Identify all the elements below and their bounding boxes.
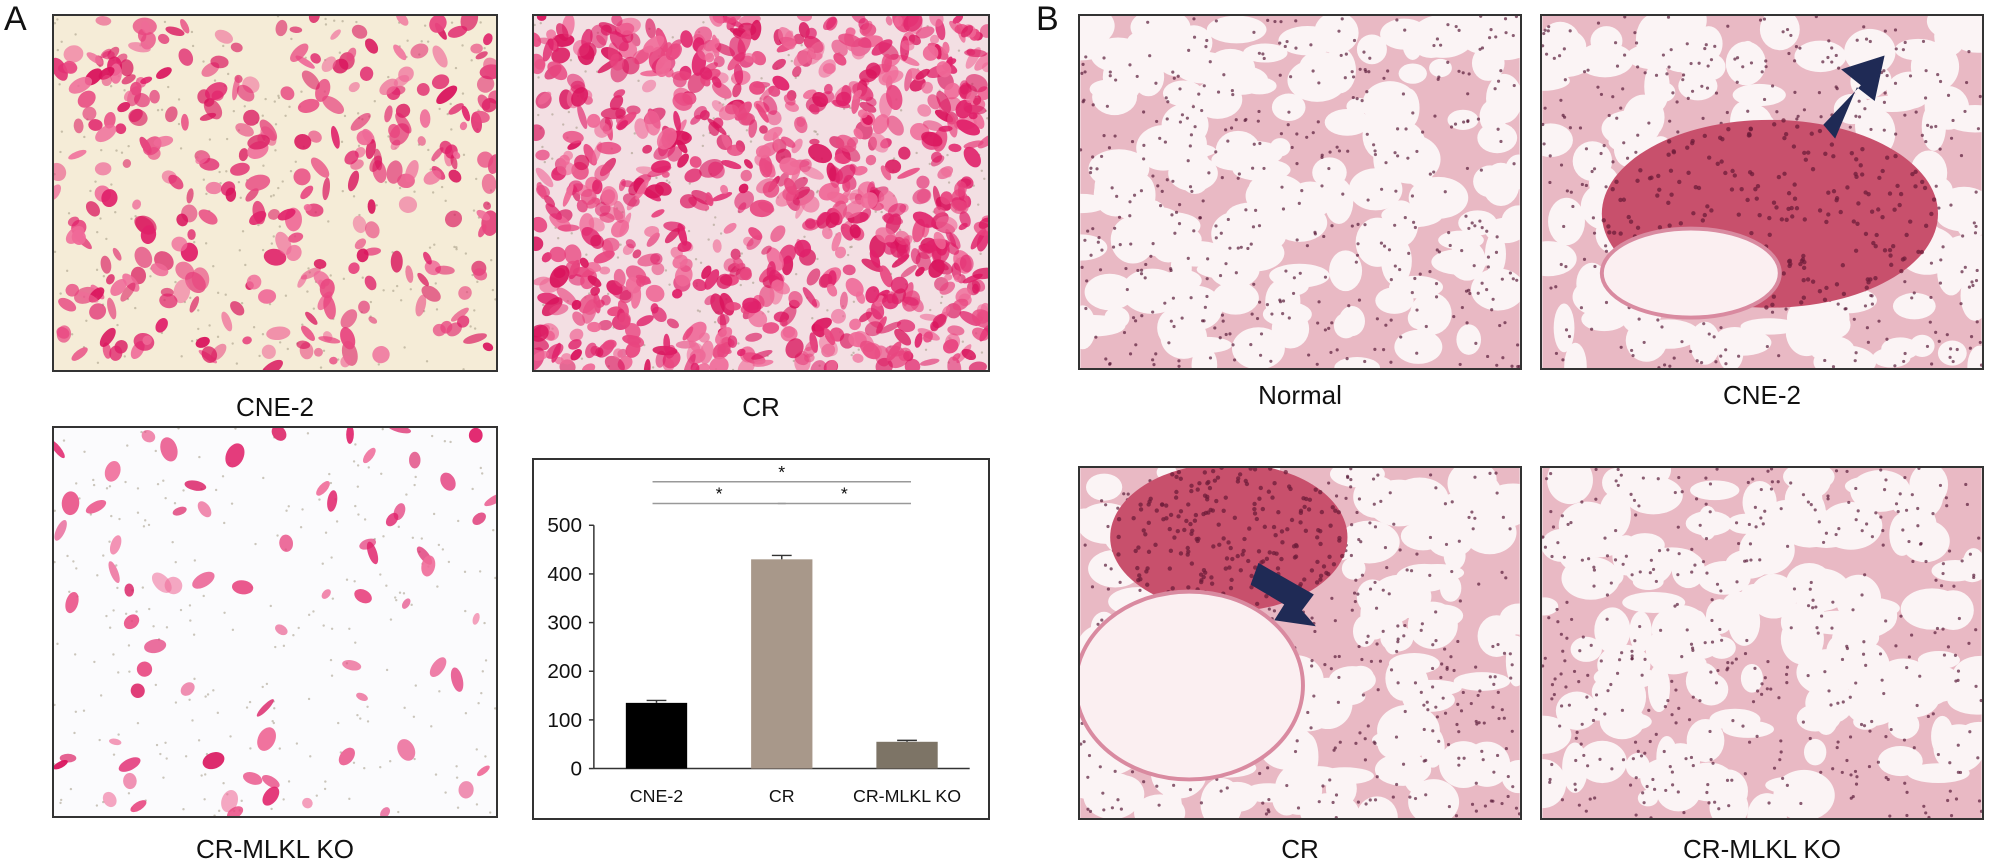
bar-chart: 0 100 200 300 400 500 CNE-2 CR CR-MLKL KO * * *: [547, 462, 970, 806]
y-tick-label: 300: [547, 612, 582, 635]
micrograph-cr-invasion: [532, 14, 990, 372]
micrograph-image: [54, 428, 496, 816]
bar: [751, 559, 813, 769]
caption-cne2: CNE-2: [235, 392, 314, 422]
y-tick-label: 100: [547, 709, 582, 732]
panel-b-letter: B: [1036, 0, 1059, 38]
panel-a-letter: A: [4, 0, 27, 38]
micrograph-image: [1542, 468, 1982, 818]
caption-cne2-lung: CNE-2: [1722, 380, 1801, 410]
y-tick-label: 200: [547, 660, 582, 683]
tumor-nodule: [1599, 118, 1938, 320]
alveolar-tissue: [1080, 16, 1520, 368]
significance-star: *: [716, 484, 723, 504]
stained-cells: [534, 16, 988, 370]
micrograph-image: [1080, 16, 1520, 368]
y-tick-label: 500: [547, 514, 582, 537]
bar: [625, 702, 688, 769]
caption-cr-lung: CR: [1281, 834, 1319, 864]
arrow-icon: [1823, 55, 1885, 139]
x-tick-label: CR: [769, 786, 795, 806]
micrograph-image: [534, 16, 988, 370]
micrograph-lung-cr-mlkl-ko: [1540, 466, 1984, 820]
significance-star: *: [778, 462, 785, 482]
stained-cells: [54, 16, 496, 370]
micrograph-lung-cne2: [1540, 14, 1984, 370]
caption-cr-mlkl-ko: CR-MLKL KO: [196, 834, 354, 864]
y-tick-label: 0: [570, 757, 582, 780]
y-tick-label: 400: [547, 563, 582, 586]
caption-normal: Normal: [1258, 380, 1342, 410]
x-tick-label: CNE-2: [630, 786, 683, 806]
x-tick-label: CR-MLKL KO: [853, 786, 961, 806]
micrograph-lung-cr: [1078, 466, 1522, 820]
significance-star: *: [841, 484, 848, 504]
bar-chart-panel: 0 100 200 300 400 500 CNE-2 CR CR-MLKL KO * * *: [532, 458, 990, 820]
stained-cells: [54, 428, 496, 816]
bar: [876, 741, 938, 769]
micrograph-image: [1080, 468, 1520, 818]
caption-cr: CR: [742, 392, 780, 422]
micrograph-lung-normal: [1078, 14, 1522, 370]
alveolar-tissue: [1542, 468, 1982, 818]
micrograph-image: [54, 16, 496, 370]
micrograph-cne2-invasion: [52, 14, 498, 372]
micrograph-image: [1542, 16, 1982, 368]
micrograph-cr-mlkl-ko-invasion: [52, 426, 498, 818]
arrow-icon: [1250, 562, 1316, 627]
caption-cr-mlkl-ko-lung: CR-MLKL KO: [1683, 834, 1841, 864]
tumor-nodule: [1080, 468, 1348, 782]
